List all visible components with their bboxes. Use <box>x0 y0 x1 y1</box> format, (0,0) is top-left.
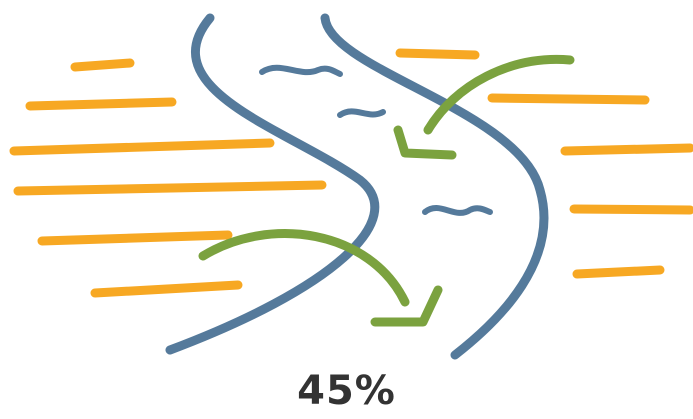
flow-arrow-upper <box>423 54 575 135</box>
sand-line <box>9 138 275 156</box>
sand-line <box>13 180 327 196</box>
sand-line <box>25 97 177 111</box>
river-bank-left <box>165 13 380 355</box>
sand-line <box>70 58 135 72</box>
sand-line <box>37 230 233 246</box>
sand-line <box>395 48 480 60</box>
sand-line <box>572 265 665 279</box>
sand-line <box>569 204 693 215</box>
percentage-value: 45% <box>297 368 396 414</box>
flow-arrow-lower <box>198 229 410 307</box>
sand-line <box>560 143 693 156</box>
river-banks <box>165 13 549 360</box>
sand-lines <box>9 48 693 298</box>
flow-arrow-upper-head <box>393 125 457 160</box>
water-ripple <box>422 205 493 216</box>
water-ripples <box>259 64 493 216</box>
river-bank-right <box>320 13 549 360</box>
sand-line <box>487 93 650 105</box>
river-flow-illustration <box>9 13 693 360</box>
water-ripple <box>259 64 343 77</box>
flow-arrow-lower-head <box>370 285 443 327</box>
water-ripple <box>337 108 386 118</box>
sand-line <box>90 280 243 298</box>
flow-arrows <box>198 54 575 327</box>
